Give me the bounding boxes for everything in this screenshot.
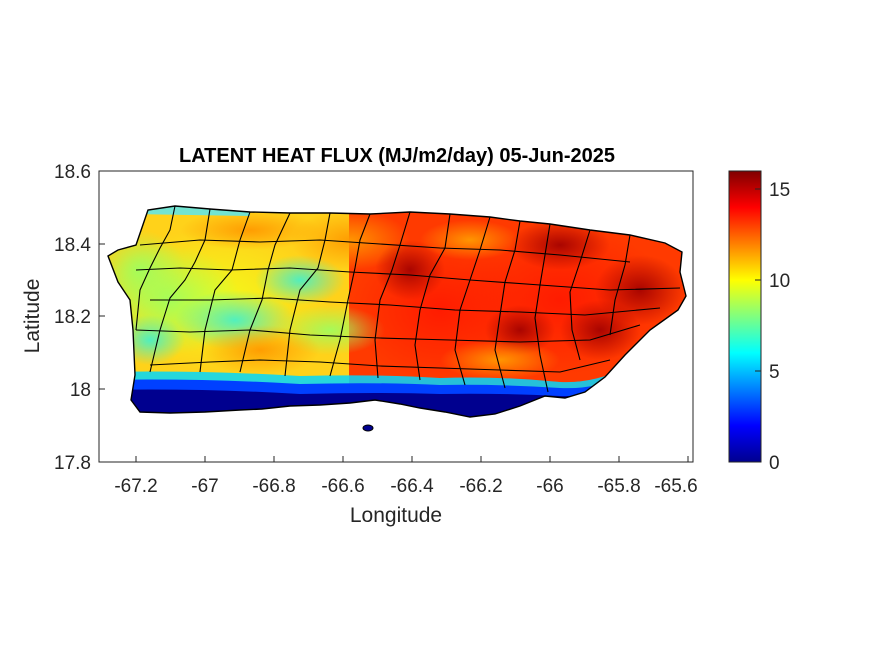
y-tick-label: 18 <box>70 380 91 401</box>
x-tick-label: -67 <box>191 476 218 497</box>
x-tick-label: -66 <box>536 476 563 497</box>
y-tick-label: 18.2 <box>54 307 91 328</box>
colorbar-tick-label: 15 <box>769 180 790 201</box>
y-axis: 18.6 18.4 18.2 18 17.8 Latitude <box>21 162 105 474</box>
y-axis-label: Latitude <box>21 279 44 354</box>
y-tick-label: 17.8 <box>54 453 91 474</box>
y-tick-label: 18.4 <box>54 235 91 256</box>
colorbar-gradient <box>728 170 762 463</box>
x-tick-label: -66.8 <box>252 476 295 497</box>
x-tick-label: -66.6 <box>321 476 364 497</box>
colorbar-tick-label: 5 <box>769 362 780 383</box>
colorbar-tick-label: 10 <box>769 271 790 292</box>
x-tick-label: -66.2 <box>459 476 502 497</box>
municipality-boundaries <box>135 205 681 393</box>
x-tick-label: -67.2 <box>114 476 157 497</box>
x-tick-label: -65.6 <box>654 476 697 497</box>
chart-title: LATENT HEAT FLUX (MJ/m2/day) 05-Jun-2025 <box>179 145 615 167</box>
x-axis: -67.2 -67 -66.8 -66.6 -66.4 -66.2 -66 -6… <box>114 456 698 527</box>
offshore-islet <box>362 424 374 432</box>
x-tick-label: -66.4 <box>390 476 434 497</box>
x-tick-label: -65.8 <box>597 476 640 497</box>
y-tick-label: 18.6 <box>54 162 91 183</box>
x-axis-label: Longitude <box>350 504 442 527</box>
colorbar: 15 10 5 0 <box>728 170 790 474</box>
colorbar-tick-label: 0 <box>769 453 780 474</box>
